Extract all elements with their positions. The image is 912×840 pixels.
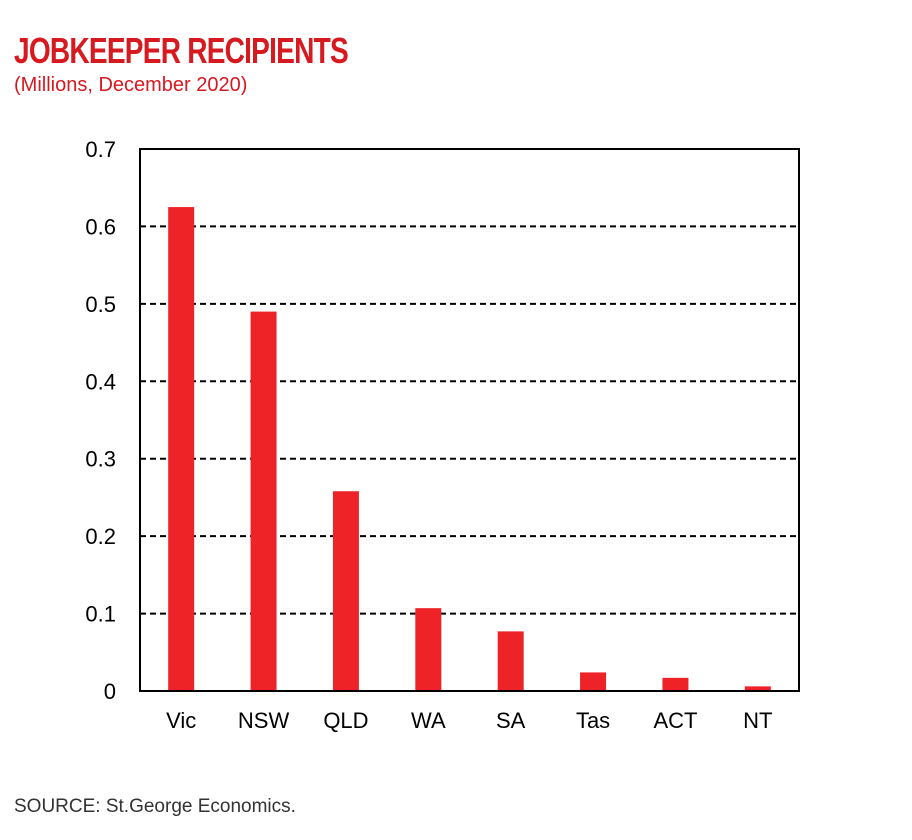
bar-nt: [744, 686, 771, 691]
plot-frame: [139, 148, 800, 692]
y-tick-label: 0.2: [85, 524, 116, 549]
bars: [168, 207, 771, 692]
bar-act: [662, 677, 689, 691]
bar-sa: [497, 631, 524, 691]
x-tick-labels: Vic NSW QLD WA SA Tas ACT NT: [166, 708, 772, 733]
y-tick-label: 0: [104, 679, 116, 704]
chart-subtitle: (Millions, December 2020): [14, 74, 248, 96]
x-tick-label: Tas: [576, 708, 610, 733]
y-tick-labels: 0 0.1 0.2 0.3 0.4 0.5 0.6 0.7: [85, 137, 116, 704]
bar-vic: [168, 207, 195, 692]
x-tick-label: WA: [411, 708, 446, 733]
gridlines: [140, 225, 799, 615]
chart-title: JOBKEEPER RECIPIENTS: [14, 30, 349, 71]
y-tick-label: 0.1: [85, 602, 116, 627]
source-note: SOURCE: St.George Economics.: [14, 796, 296, 817]
x-tick-label: Vic: [166, 708, 196, 733]
bar-nsw: [250, 311, 277, 691]
y-tick-label: 0.7: [85, 137, 116, 162]
y-tick-label: 0.3: [85, 447, 116, 472]
x-tick-label: ACT: [653, 708, 697, 733]
x-tick-label: NT: [743, 708, 772, 733]
y-tick-label: 0.6: [85, 214, 116, 239]
y-tick-label: 0.5: [85, 292, 116, 317]
x-tick-label: NSW: [238, 708, 290, 733]
bar-chart: 0 0.1 0.2 0.3 0.4 0.5 0.6 0.7 Vic NSW QLD WA SA Tas A…: [85, 137, 800, 733]
bar-tas: [580, 672, 607, 691]
x-tick-label: QLD: [323, 708, 368, 733]
bar-qld: [332, 491, 359, 691]
x-tick-label: SA: [496, 708, 526, 733]
bar-wa: [415, 608, 442, 691]
y-tick-label: 0.4: [85, 369, 116, 394]
